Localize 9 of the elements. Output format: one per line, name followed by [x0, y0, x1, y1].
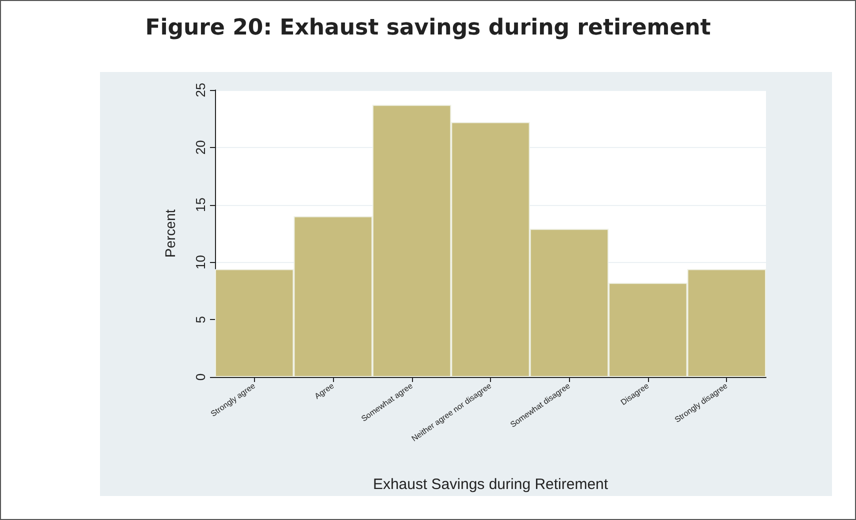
y-tick-label: 15 [193, 198, 208, 212]
y-tick-label: 0 [193, 373, 208, 381]
y-axis-title: Percent [162, 209, 178, 258]
chart-title: Figure 20: Exhaust savings during retirement [145, 16, 712, 40]
y-tick-label: 5 [193, 316, 208, 324]
y-tick-label: 25 [193, 82, 208, 98]
x-axis-title: Exhaust Savings during Retirement [372, 476, 609, 493]
y-tick-label: 20 [193, 140, 208, 155]
y-tick-label: 10 [193, 254, 208, 270]
